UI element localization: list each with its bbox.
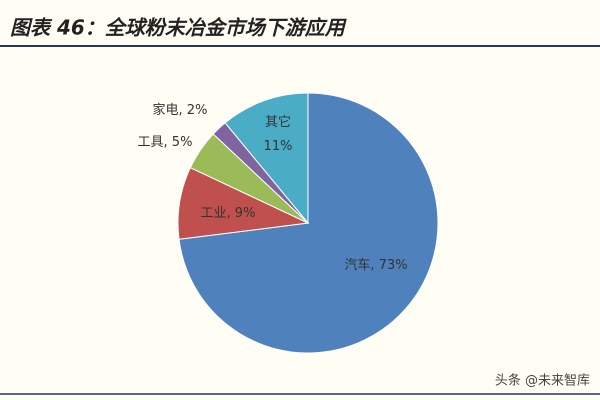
data-label-line: 汽车, 73% [344, 257, 407, 273]
data-label: 工业, 9% [201, 206, 256, 221]
data-label: 家电, 2% [153, 102, 208, 118]
data-label-line: 家电, 2% [153, 102, 208, 118]
pie-slice [224, 92, 309, 225]
data-label-line: 其它 [265, 114, 291, 130]
chart-title: 图表 46：全球粉末冶金市场下游应用 [10, 16, 348, 40]
data-label-line: 工业, 9% [201, 206, 256, 221]
data-label-line: 11% [264, 139, 293, 154]
data-label: 汽车, 73% [344, 257, 407, 273]
data-label: 工具, 5% [138, 135, 193, 150]
watermark: 头条 @未来智库 [495, 373, 590, 389]
data-label-line: 工具, 5% [138, 135, 193, 150]
data-label: 其它 11% [264, 114, 293, 154]
